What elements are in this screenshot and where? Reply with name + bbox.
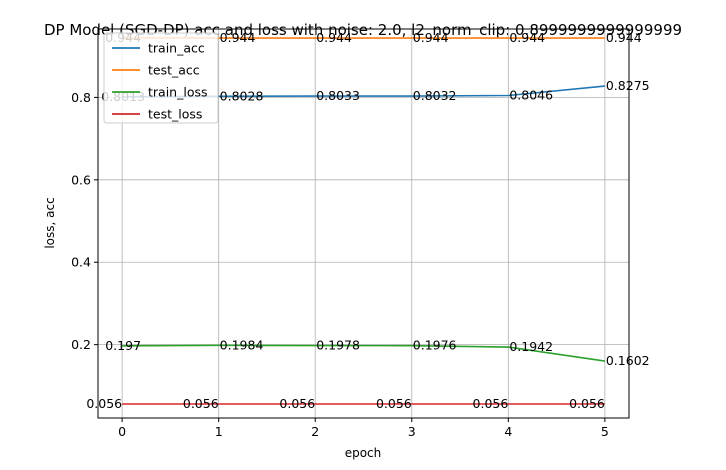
- legend-label-train-acc: train_acc: [148, 41, 205, 56]
- y-tick-label: 0.4: [71, 255, 91, 270]
- y-tick-label: 0.6: [71, 172, 91, 187]
- legend-label-test-loss: test_loss: [148, 107, 202, 122]
- data-label-test-loss: 0.056: [86, 396, 122, 411]
- data-label-train-acc: 0.8032: [413, 88, 457, 103]
- y-tick-label: 0.2: [71, 337, 91, 352]
- x-tick-label: 4: [504, 424, 512, 439]
- data-label-test-loss: 0.056: [473, 396, 509, 411]
- data-label-test-loss: 0.056: [376, 396, 412, 411]
- data-label-test-loss: 0.056: [569, 396, 605, 411]
- plot-frame: [97, 28, 630, 419]
- series-line-train-loss: [122, 344, 605, 362]
- x-tick-label: 1: [215, 424, 223, 439]
- x-tick-label: 0: [118, 424, 126, 439]
- y-tick-label: 0.8: [71, 90, 91, 105]
- data-label-test-acc: 0.944: [509, 30, 545, 45]
- legend-label-test-acc: test_acc: [148, 63, 200, 78]
- data-label-test-acc: 0.944: [316, 30, 352, 45]
- data-label-train-loss: 0.1978: [316, 338, 360, 353]
- data-label-train-loss: 0.1984: [220, 337, 264, 352]
- legend-label-train-loss: train_loss: [148, 85, 208, 100]
- x-axis-label: epoch: [345, 446, 382, 460]
- data-label-train-loss: 0.1942: [509, 339, 553, 354]
- legend-box: [103, 32, 219, 124]
- x-tick-label: 3: [408, 424, 416, 439]
- data-label-test-loss: 0.056: [279, 396, 315, 411]
- data-label-train-loss: 0.1602: [606, 353, 650, 368]
- data-label-train-acc: 0.8046: [509, 88, 553, 103]
- x-tick-label: 5: [601, 424, 609, 439]
- y-axis-label: loss, acc: [43, 197, 57, 248]
- data-label-train-acc: 0.8028: [220, 88, 264, 103]
- data-label-test-acc: 0.944: [606, 30, 642, 45]
- axis-ticks: 0 1 2 3 4 5 0.2 0.4 0.6 0.8: [71, 90, 609, 439]
- legend: train_acc test_acc train_loss test_loss: [103, 32, 219, 124]
- data-label-train-acc: 0.8275: [606, 78, 650, 93]
- data-label-test-acc: 0.944: [220, 30, 256, 45]
- data-label-test-acc: 0.944: [413, 30, 449, 45]
- data-label-train-acc: 0.8033: [316, 88, 360, 103]
- data-label-train-loss: 0.197: [105, 338, 141, 353]
- x-tick-label: 2: [311, 424, 319, 439]
- data-label-train-loss: 0.1976: [413, 338, 457, 353]
- data-label-test-loss: 0.056: [183, 396, 219, 411]
